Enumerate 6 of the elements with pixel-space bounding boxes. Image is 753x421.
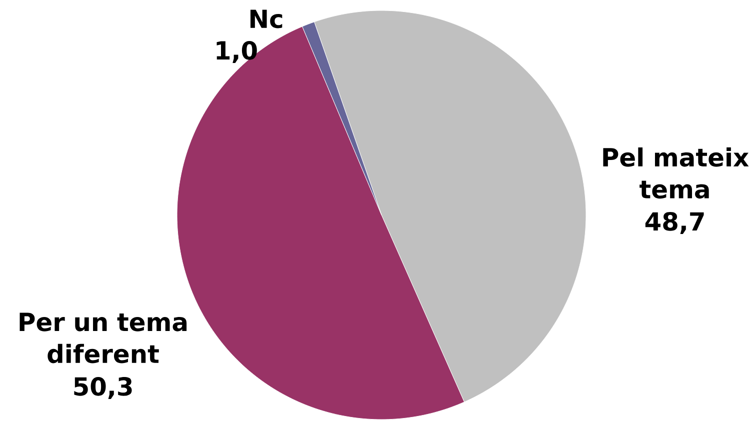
slice-label: Per un tema diferent bbox=[20, 312, 187, 364]
slice-label: Pel mateix tema bbox=[603, 147, 749, 199]
data-label: 1,0 bbox=[216, 40, 257, 63]
data-label: 50,3 bbox=[74, 376, 132, 400]
slice-label: Nc bbox=[250, 10, 282, 28]
data-label: 48,7 bbox=[645, 212, 704, 234]
